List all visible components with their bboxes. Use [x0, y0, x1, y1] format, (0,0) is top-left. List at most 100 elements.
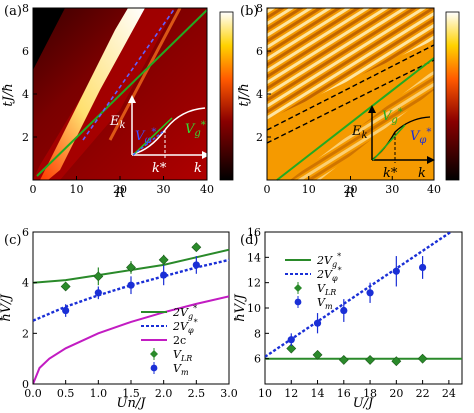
panel-c-ytick-label: 4	[22, 277, 29, 290]
panel-b-ticks: 0 10 20 30 40 2 4 6 8	[256, 2, 441, 196]
panel-c-series-vm-point	[62, 306, 70, 315]
panel-b-inset-vphi: Vφ*	[410, 127, 431, 146]
panel-d-xtick-label: 22	[416, 387, 430, 400]
panel-d-series-vlr-point	[312, 349, 323, 360]
panel-d-series-vm-point	[392, 267, 400, 275]
panel-d-xtick-label: 16	[337, 387, 351, 400]
panel-a-colorbar	[219, 11, 234, 181]
panel-c-series-vm-point	[94, 289, 102, 297]
panel-c-series-vm-point	[192, 261, 200, 269]
panel-d-label: (d)	[240, 233, 258, 248]
panel-a-ytick-label: 8	[22, 2, 29, 15]
panel-b-xtick-label: 0	[264, 183, 271, 196]
panel-b: Ek Vg* Vφ* k* k 0 10 20 30 40 2 4 6 8 (b) R tJ/ħ	[237, 2, 460, 201]
panel-d-ytick-label: 12	[247, 277, 261, 290]
panel-a-light-cone	[40, 8, 145, 180]
panel-c-series-vlr-point	[126, 262, 136, 273]
panel-c-xtick-label: 0.5	[57, 387, 75, 400]
panel-b-inset-k: k	[418, 166, 426, 181]
panel-c-legend-vlr-label: VLR	[173, 348, 192, 363]
panel-c-xtick-label: 3.0	[220, 387, 238, 400]
panel-d-xtick-label: 14	[311, 387, 325, 400]
panel-d-ylabel: ħV/J	[233, 294, 248, 322]
panel-a-xtick-label: 30	[157, 183, 171, 196]
panel-d-series-vlr-point	[417, 353, 428, 364]
panel-a-inset-k: k	[194, 161, 202, 176]
panel-b-ytick-label: 6	[256, 45, 263, 58]
panel-d-xlabel: U/J	[353, 396, 374, 411]
panel-b-inset-kstar: k*	[383, 166, 398, 181]
panel-d-ytick-label: 10	[247, 302, 261, 315]
panel-c-series-vlr-point	[191, 242, 202, 253]
panel-b-dashed-line-1	[266, 44, 435, 131]
panel-d-series-vlr-point	[391, 356, 402, 367]
panel-b-dashed-line-2	[266, 59, 435, 144]
panel-b-group-velocity-line	[276, 57, 435, 181]
panel-a-xtick-label: 20	[113, 183, 127, 196]
panel-c-series-2c-line	[33, 295, 229, 384]
panel-d-xtick-label: 24	[442, 387, 456, 400]
panel-c-ytick-label: 0	[22, 378, 29, 391]
panel-a-group-velocity-line	[36, 9, 208, 177]
panel-d-series-vm-point	[340, 306, 348, 315]
panel-a-xtick-label: 0	[30, 183, 37, 196]
panel-b-xlabel: R	[344, 186, 355, 201]
panel-d-xtick-label: 18	[363, 387, 377, 400]
panel-c-xtick-label: 1.5	[122, 387, 140, 400]
panel-b-xtick-label: 40	[427, 183, 441, 196]
panel-c-xtick-label: 0.0	[24, 387, 42, 400]
panel-c-xlabel: Un/J	[117, 396, 147, 411]
panel-b-xtick-label: 10	[302, 183, 316, 196]
panel-c-series-vm-point	[127, 281, 135, 289]
panel-c-legend-2vg-label: 2Vg*	[172, 304, 197, 321]
panel-c-legend-2v-label: 2Vφ*	[172, 318, 198, 335]
panel-c-ytick-label: 2	[22, 327, 29, 340]
panel-a-ticks: 0 10 20 30 40 2 4 6 8	[22, 2, 214, 196]
panel-c-xtick-label: 2.5	[188, 387, 206, 400]
panel-b-xtick-label: 20	[344, 183, 358, 196]
panel-c-series-vlr-point	[60, 281, 71, 292]
panel-d-legend-vm-label: Vm	[317, 296, 333, 311]
panel-a-inset-kstar: k*	[152, 161, 167, 176]
panel-c-legend-2c-label: 2c	[173, 334, 186, 347]
panel-c-series-vlr-point	[93, 271, 104, 282]
panel-b-ytick-label: 8	[256, 2, 263, 15]
panel-d-legend-2v-label: 2Vφ*	[316, 266, 342, 283]
panel-b-ytick-label: 4	[256, 88, 263, 101]
panel-a-ytick-label: 6	[22, 45, 29, 58]
panel-a-inset-vg: Vg*	[185, 120, 206, 139]
panel-b-ylabel: tJ/ħ	[237, 83, 252, 106]
panel-a-label: (a)	[4, 4, 22, 19]
panel-c-xtick-label: 2.0	[155, 387, 173, 400]
panel-c-xtick-label: 1.0	[90, 387, 108, 400]
panel-a-ylabel: tJ/ħ	[1, 83, 16, 106]
panel-d-series-vm-point	[287, 336, 295, 344]
panel-a-phase-velocity-line	[82, 7, 176, 141]
panel-a-inset: Ek Vφ* Vg* k* k	[109, 95, 210, 176]
panel-b-inset-vg: Vg*	[382, 107, 403, 126]
panel-d-series-2v-line	[265, 232, 453, 358]
panel-c-ytick-label: 6	[22, 226, 29, 239]
panel-a-ytick-label: 2	[22, 131, 29, 144]
panel-d-ytick-label: 14	[247, 251, 261, 264]
panel-d-series-vm-point	[419, 263, 427, 272]
panel-d-ytick-label: 6	[254, 353, 261, 366]
panel-b-ytick-label: 2	[256, 131, 263, 144]
panel-d-legend-2vg-label: 2Vg*	[316, 252, 341, 269]
panel-b-fringes	[267, 8, 434, 120]
panel-c-series-vm-point	[160, 271, 168, 279]
panel-c-series-vlr-point	[158, 254, 169, 265]
panel-a: Ek Vφ* Vg* k* k 0 10 20 30 40 2 4 6 8 (a) R tJ/ħ	[1, 2, 234, 201]
panel-d-legend-vlr-label: VLR	[317, 282, 336, 297]
panel-c-label: (c)	[4, 233, 21, 248]
panel-d-series-vm-point	[366, 289, 374, 297]
panel-b-inset: Ek Vg* Vφ* k* k	[351, 105, 435, 181]
panel-c-ylabel: ħV/J	[0, 294, 14, 322]
panel-d-ytick-label: 16	[247, 226, 261, 239]
panel-d-series-vm-point	[313, 319, 322, 327]
